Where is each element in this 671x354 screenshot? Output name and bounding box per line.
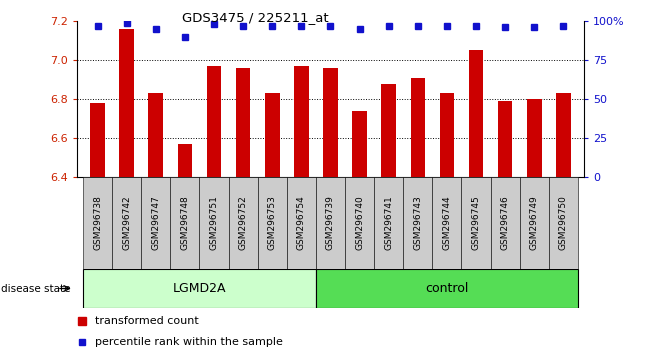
Text: disease state: disease state: [1, 284, 70, 293]
Bar: [148, 93, 163, 177]
Bar: [527, 99, 541, 177]
Bar: [83, 269, 316, 308]
Bar: [91, 103, 105, 177]
Bar: [381, 84, 396, 177]
Bar: [440, 93, 454, 177]
Text: control: control: [425, 282, 468, 295]
Text: percentile rank within the sample: percentile rank within the sample: [95, 337, 282, 348]
Bar: [199, 177, 229, 269]
Bar: [236, 68, 250, 177]
Text: GSM296748: GSM296748: [180, 196, 189, 250]
Bar: [229, 177, 258, 269]
Bar: [549, 177, 578, 269]
Bar: [141, 177, 170, 269]
Bar: [258, 177, 287, 269]
Bar: [462, 177, 491, 269]
Bar: [498, 101, 513, 177]
Bar: [432, 177, 462, 269]
Bar: [316, 269, 578, 308]
Bar: [323, 68, 338, 177]
Text: GSM296750: GSM296750: [559, 195, 568, 251]
Text: transformed count: transformed count: [95, 316, 199, 326]
Bar: [345, 177, 374, 269]
Bar: [374, 177, 403, 269]
Text: GSM296745: GSM296745: [472, 196, 480, 250]
Bar: [352, 111, 367, 177]
Text: LGMD2A: LGMD2A: [172, 282, 226, 295]
Bar: [112, 177, 141, 269]
Bar: [294, 66, 309, 177]
Text: GSM296742: GSM296742: [122, 196, 131, 250]
Bar: [83, 177, 112, 269]
Text: GSM296754: GSM296754: [297, 196, 306, 250]
Bar: [491, 177, 520, 269]
Text: GSM296747: GSM296747: [151, 196, 160, 250]
Text: GSM296738: GSM296738: [93, 195, 102, 251]
Bar: [170, 177, 199, 269]
Text: GSM296744: GSM296744: [442, 196, 452, 250]
Bar: [411, 78, 425, 177]
Text: GDS3475 / 225211_at: GDS3475 / 225211_at: [182, 11, 328, 24]
Text: GSM296739: GSM296739: [326, 195, 335, 251]
Bar: [403, 177, 432, 269]
Text: GSM296751: GSM296751: [209, 195, 219, 251]
Text: GSM296752: GSM296752: [239, 196, 248, 250]
Bar: [178, 144, 192, 177]
Text: GSM296746: GSM296746: [501, 196, 510, 250]
Text: GSM296740: GSM296740: [355, 196, 364, 250]
Bar: [469, 51, 483, 177]
Text: GSM296749: GSM296749: [530, 196, 539, 250]
Text: GSM296741: GSM296741: [384, 196, 393, 250]
Bar: [119, 29, 134, 177]
Bar: [265, 93, 280, 177]
Bar: [520, 177, 549, 269]
Text: GSM296743: GSM296743: [413, 196, 422, 250]
Bar: [556, 93, 570, 177]
Bar: [316, 177, 345, 269]
Bar: [207, 66, 221, 177]
Text: GSM296753: GSM296753: [268, 195, 276, 251]
Bar: [287, 177, 316, 269]
